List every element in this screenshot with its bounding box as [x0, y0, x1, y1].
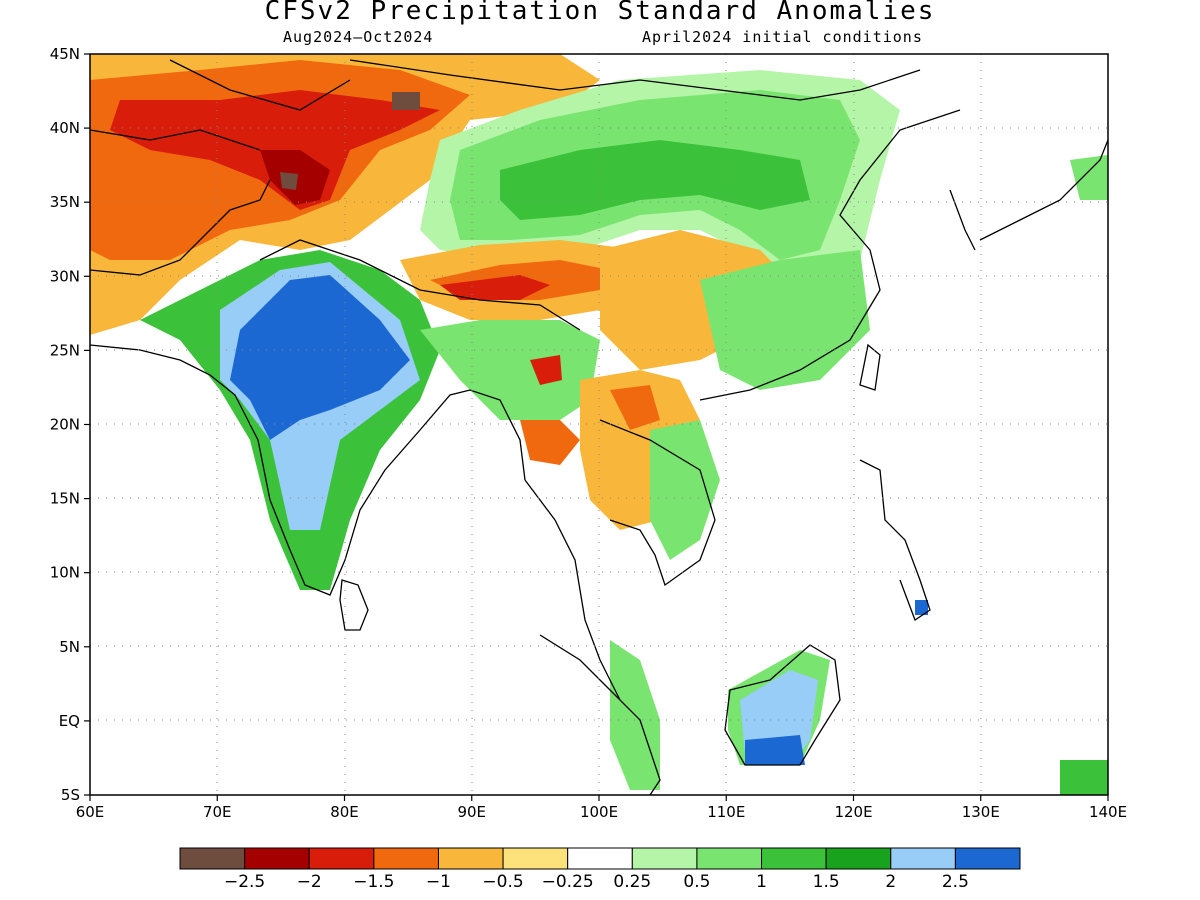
lon-tick-label: 90E	[457, 803, 486, 821]
coastline-china	[699, 109, 961, 401]
colorbar-swatch	[373, 847, 439, 870]
anomaly-patch-wetter-tibet	[500, 140, 810, 220]
coastline-sumatra	[539, 634, 661, 795]
coastlines	[90, 59, 1108, 795]
coastline-taiwan	[859, 343, 881, 391]
anomaly-patch-wet-japan	[1070, 155, 1108, 200]
anomaly-patch-moderate-dry-laos	[610, 385, 660, 430]
colorbar-label: −1.5	[353, 872, 394, 892]
colorbar-label: −0.5	[482, 872, 523, 892]
colorbar-swatch	[761, 847, 827, 870]
coastline-borneo	[724, 644, 841, 766]
anomaly-patch-severe-dry-tarim	[392, 92, 420, 110]
lon-tick-label: 120E	[834, 803, 872, 821]
border-afghanistan	[90, 179, 271, 276]
lat-tick-label: 5N	[59, 638, 80, 656]
lat-tick-label: EQ	[59, 712, 80, 730]
lon-tick-label: 80E	[330, 803, 359, 821]
colorbar-swatch	[631, 847, 698, 870]
colorbar-label: 0.5	[683, 872, 710, 892]
lat-tick-label: 25N	[50, 341, 80, 359]
anomaly-patch-very-wet-india	[230, 275, 410, 440]
colorbar-swatch	[179, 847, 246, 870]
colorbar-swatch	[696, 847, 763, 870]
lat-tick-label: 10N	[50, 564, 80, 582]
initial-conditions: April2024 initial conditions	[642, 28, 923, 46]
colorbar-label: 2.5	[942, 872, 969, 892]
lat-tick-label: 20N	[50, 416, 80, 434]
lon-axis: 60E 70E 80E 90E 100E 110E 120E 130E 140E	[76, 795, 1127, 821]
colorbar-swatch	[502, 847, 569, 870]
coastline-sri-lanka	[339, 579, 369, 631]
anomaly-patch-wet-northeast-india	[420, 320, 600, 420]
lon-tick-label: 110E	[707, 803, 745, 821]
coastline-korea-japan	[949, 139, 1108, 251]
colorbar-label: 1	[756, 872, 767, 892]
anomaly-patch-wet-vietnam	[650, 420, 720, 560]
colorbar-swatch	[244, 847, 310, 870]
anomaly-patch-very-dry-nepal	[440, 275, 550, 300]
anomaly-patch-severe-dry	[280, 172, 298, 190]
colorbar-label: 0.25	[613, 872, 651, 892]
colorbar-swatch	[437, 847, 504, 870]
colorbar-label: −1	[426, 872, 451, 892]
gridlines	[90, 54, 1108, 795]
colorbar-swatch	[308, 847, 375, 870]
lat-axis: 45N 40N 35N 30N 25N 20N 15N 10N 5N EQ 5S	[50, 45, 90, 804]
lon-tick-label: 140E	[1089, 803, 1127, 821]
lat-tick-label: 15N	[50, 490, 80, 508]
lon-tick-label: 70E	[203, 803, 232, 821]
anomaly-patch-dry-burma	[520, 420, 580, 465]
anomaly-patch-wettest-borneo	[745, 735, 805, 765]
lon-tick-label: 60E	[76, 803, 105, 821]
colorbar: −2.5 −2 −1.5 −1 −0.5 −0.25 0.25 0.5 1 1.5 2 2.5	[179, 847, 1021, 892]
colorbar-swatch	[954, 847, 1021, 870]
lat-tick-label: 5S	[61, 786, 80, 804]
colorbar-label: −2.5	[224, 872, 265, 892]
border-himalaya	[259, 239, 581, 331]
anomaly-patch-wet-south-china	[700, 250, 870, 390]
lat-tick-label: 35N	[50, 193, 80, 211]
anomaly-patch-very-dry-burma	[530, 355, 562, 385]
coastline-philippines	[859, 459, 931, 621]
anomaly-patch-wet-new-guinea	[1060, 760, 1108, 795]
colorbar-label: 1.5	[813, 872, 840, 892]
colorbar-label: −2	[297, 872, 322, 892]
anomaly-fields	[90, 54, 1108, 795]
lon-tick-label: 130E	[962, 803, 1000, 821]
map-title: CFSv2 Precipitation Standard Anomalies	[264, 0, 936, 26]
coastline-india	[90, 344, 526, 596]
colorbar-swatch	[825, 847, 892, 870]
lon-tick-label: 100E	[580, 803, 618, 821]
colorbar-label: −0.25	[542, 872, 594, 892]
colorbar-label: 2	[885, 872, 896, 892]
coastline-indochina	[524, 419, 716, 701]
colorbar-swatch	[567, 847, 633, 870]
border-central-asia	[90, 59, 351, 151]
lat-tick-label: 45N	[50, 45, 80, 63]
forecast-period: Aug2024–Oct2024	[283, 28, 434, 46]
lat-tick-label: 40N	[50, 119, 80, 137]
anomaly-patch-wet-philippines	[915, 600, 928, 615]
border-mongolia	[349, 59, 921, 101]
lat-tick-label: 30N	[50, 267, 80, 285]
colorbar-swatch	[890, 847, 956, 870]
